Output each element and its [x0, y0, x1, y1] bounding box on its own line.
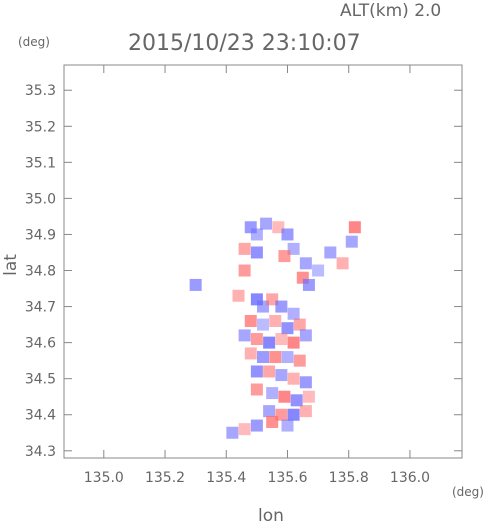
data-cell	[293, 318, 306, 331]
altitude-label: ALT(km) 2.0	[340, 1, 441, 21]
data-cell	[250, 246, 263, 259]
x-axis-label: lon	[258, 506, 284, 521]
data-cell	[312, 264, 325, 277]
data-cell	[299, 376, 312, 389]
y-tick-label: 35.1	[25, 155, 56, 171]
data-cell	[281, 419, 294, 432]
data-cell	[269, 314, 282, 327]
data-cell	[275, 369, 288, 382]
data-cell	[281, 228, 294, 241]
data-cell	[302, 390, 315, 403]
data-cell	[189, 278, 202, 291]
x-unit-label: (deg)	[452, 485, 484, 499]
data-cell	[260, 217, 273, 230]
data-cell	[238, 329, 251, 342]
data-cell	[287, 307, 300, 320]
data-cell	[266, 293, 279, 306]
data-cell	[250, 228, 263, 241]
data-cell	[287, 242, 300, 255]
y-tick-label: 35.0	[25, 191, 56, 207]
x-tick-label: 135.4	[206, 470, 246, 486]
data-cell	[250, 419, 263, 432]
data-cell	[238, 423, 251, 436]
data-cell	[238, 264, 251, 277]
data-cell	[250, 365, 263, 378]
data-cell	[293, 354, 306, 367]
data-cell	[290, 394, 303, 407]
data-cell	[250, 383, 263, 396]
chart-title: 2015/10/23 23:10:07	[128, 31, 361, 56]
data-cell	[275, 333, 288, 346]
data-cell	[257, 300, 269, 313]
data-cell	[272, 221, 285, 234]
data-cell	[287, 336, 300, 349]
y-tick-label: 35.3	[25, 83, 56, 99]
data-cell	[269, 351, 282, 364]
data-cell	[275, 300, 288, 313]
data-cell	[348, 221, 361, 234]
data-cell	[324, 246, 337, 259]
data-cell	[299, 405, 312, 418]
data-cell	[244, 347, 257, 360]
data-cell	[257, 318, 269, 331]
data-cell	[302, 278, 315, 291]
data-cell	[281, 351, 294, 364]
x-tick-label: 136.0	[390, 470, 430, 486]
data-cell	[226, 426, 239, 439]
y-tick-label: 34.4	[25, 408, 56, 424]
data-cell	[266, 387, 279, 400]
data-cell	[345, 235, 358, 248]
data-cell	[263, 336, 276, 349]
y-tick-label: 34.6	[25, 336, 56, 352]
x-tick-label: 135.8	[329, 470, 369, 486]
y-unit-label: (deg)	[18, 35, 50, 49]
y-tick-label: 34.9	[25, 227, 56, 243]
x-tick-label: 135.6	[267, 470, 307, 486]
data-cells	[189, 217, 361, 439]
y-tick-label: 34.5	[25, 372, 56, 388]
axis-ticks: 135.0 135.2 135.4 135.6 135.8 136.0 34.3 34.4 34…	[25, 65, 462, 486]
data-cell	[275, 408, 288, 421]
data-cell	[287, 372, 300, 385]
data-cell	[263, 405, 276, 418]
data-cell	[287, 408, 300, 421]
data-cell	[278, 390, 291, 403]
data-cell	[232, 289, 245, 302]
data-cell	[299, 257, 312, 270]
y-tick-label: 35.2	[25, 119, 56, 135]
data-cell	[244, 314, 257, 327]
y-tick-label: 34.7	[25, 300, 56, 316]
data-cell	[263, 365, 276, 378]
data-cell	[299, 329, 312, 342]
data-cell	[250, 333, 263, 346]
data-cell	[281, 322, 294, 335]
x-tick-label: 135.0	[84, 470, 124, 486]
y-axis-label: lat	[1, 254, 21, 276]
plot-area-frame	[63, 64, 463, 459]
data-cell	[336, 257, 349, 270]
data-cell	[278, 250, 291, 263]
y-tick-label: 34.8	[25, 264, 56, 280]
data-cell	[266, 415, 279, 428]
data-cell	[257, 351, 269, 364]
x-tick-label: 135.2	[145, 470, 185, 486]
data-cell	[238, 242, 251, 255]
y-tick-label: 34.3	[25, 444, 56, 460]
